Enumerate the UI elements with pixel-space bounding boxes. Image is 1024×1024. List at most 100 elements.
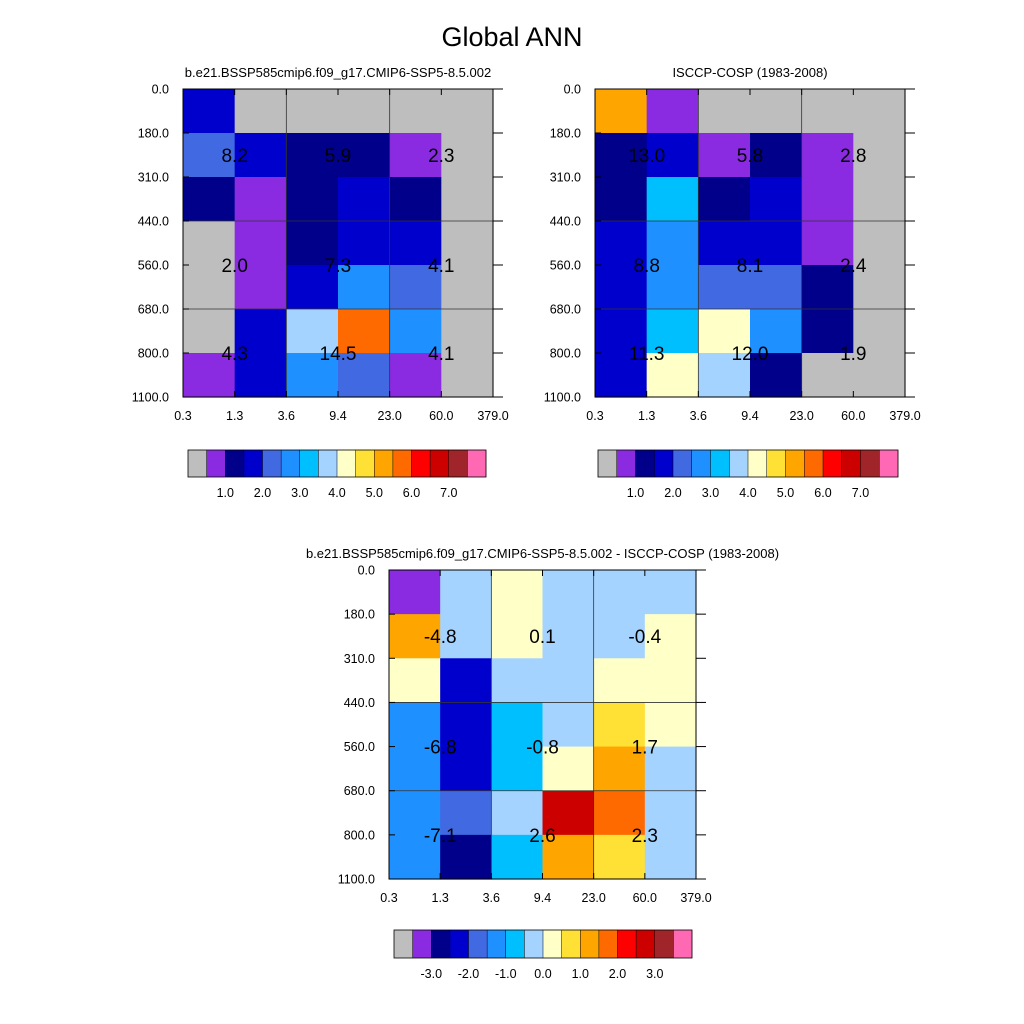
heatmap-cell [491, 834, 544, 880]
heatmap-cell [595, 309, 648, 354]
colorbar-swatch [617, 930, 637, 958]
heatmap-cell [542, 790, 595, 836]
colorbar-swatch [616, 450, 636, 477]
heatmap-cell [750, 89, 803, 134]
heatmap-cell [646, 133, 699, 178]
heatmap-cell [389, 614, 441, 659]
heatmap-cell [183, 133, 236, 178]
colorbar-swatch [598, 450, 618, 477]
heatmap-cell [491, 570, 544, 615]
panel-title: b.e21.BSSP585cmip6.f09_g17.CMIP6-SSP5-8.… [185, 65, 491, 80]
heatmap-cell [234, 133, 287, 178]
y-tick-label: 680.0 [344, 784, 375, 798]
heatmap-cell [853, 221, 906, 266]
heatmap-cell [646, 221, 699, 266]
heatmap-cell [698, 221, 751, 266]
heatmap-cell [646, 309, 699, 354]
x-tick-label: 60.0 [633, 891, 657, 905]
y-tick-label: 560.0 [550, 259, 581, 273]
heatmap-cell [646, 177, 699, 222]
heatmap-cell [286, 89, 339, 134]
heatmap-cell [389, 790, 441, 836]
y-tick-label: 1100.0 [338, 873, 375, 887]
heatmap-cell [542, 614, 595, 659]
colorbar-swatch [636, 930, 656, 958]
cell-value-label: 4.1 [428, 256, 454, 277]
cell-value-label: 8.8 [633, 256, 659, 277]
colorbar-label: 7.0 [852, 486, 869, 500]
x-tick-label: 379.0 [889, 409, 920, 423]
heatmap-cell [698, 353, 751, 398]
cell-value-label: 0.1 [529, 627, 555, 648]
heatmap-cell [801, 221, 854, 266]
heatmap-cell [389, 702, 441, 748]
colorbar-label: 3.0 [646, 967, 663, 981]
heatmap-cell [389, 570, 441, 615]
colorbar-swatch [710, 450, 730, 477]
heatmap-cell [698, 133, 751, 178]
heatmap-cell [646, 89, 699, 134]
heatmap-cell [441, 177, 494, 222]
colorbar-label: 7.0 [440, 486, 457, 500]
cell-value-label: 1.7 [632, 738, 658, 759]
colorbar-swatch [337, 450, 357, 477]
heatmap-cell [646, 265, 699, 310]
y-tick-label: 180.0 [344, 608, 375, 622]
cell-value-label: 2.0 [221, 256, 247, 277]
y-tick-label: 0.0 [564, 83, 581, 97]
colorbar-swatch [430, 450, 450, 477]
heatmap-cell [593, 614, 646, 659]
heatmap-cell [698, 265, 751, 310]
colorbar-swatch [281, 450, 301, 477]
cell-value-label: 1.9 [840, 344, 866, 365]
x-tick-label: 9.4 [741, 409, 758, 423]
colorbar-swatch [262, 450, 282, 477]
y-tick-label: 180.0 [138, 127, 169, 141]
colorbar-label: 6.0 [403, 486, 420, 500]
colorbar-swatch [412, 930, 432, 958]
heatmap-cell [441, 89, 494, 134]
heatmap-cell [801, 309, 854, 354]
colorbar-swatch [524, 930, 544, 958]
heatmap-cell [593, 746, 646, 792]
heatmap-cell [389, 746, 441, 792]
colorbar-swatch [635, 450, 655, 477]
colorbar-label: -3.0 [421, 967, 443, 981]
heatmap-cell [698, 309, 751, 354]
colorbar-label: 1.0 [627, 486, 644, 500]
x-tick-label: 23.0 [790, 409, 814, 423]
heatmap-cell [853, 309, 906, 354]
colorbar-swatch [206, 450, 226, 477]
colorbar-swatch [654, 450, 674, 477]
heatmap-cell [338, 353, 391, 398]
heatmap-cell [183, 177, 236, 222]
heatmap-cell [338, 133, 391, 178]
x-tick-label: 23.0 [378, 409, 402, 423]
heatmap-cell [389, 221, 442, 266]
heatmap-cell [389, 133, 442, 178]
x-tick-label: 1.3 [638, 409, 655, 423]
heatmap-cell [542, 746, 595, 792]
heatmap-cell [286, 221, 339, 266]
heatmap-panel-observation: ISCCP-COSP (1983-2008) 0.3 1.3 3.6 9.4 23.0 60… [544, 65, 921, 500]
colorbar-swatch [673, 930, 693, 958]
heatmap-cell [286, 309, 339, 354]
panel-title: b.e21.BSSP585cmip6.f09_g17.CMIP6-SSP5-8.… [306, 546, 779, 561]
heatmap-cell [593, 790, 646, 836]
cell-value-label: 5.8 [737, 146, 763, 167]
colorbar-label: -2.0 [458, 967, 480, 981]
heatmap-cell [853, 353, 906, 398]
heatmap-cell [853, 89, 906, 134]
panel-title: ISCCP-COSP (1983-2008) [672, 65, 827, 80]
colorbar-swatch [394, 930, 414, 958]
y-tick-label: 310.0 [344, 652, 375, 666]
heatmap-cell [338, 221, 391, 266]
heatmap-cell [389, 309, 442, 354]
colorbar-label: 3.0 [702, 486, 719, 500]
heatmap-cell [234, 221, 287, 266]
heatmap-cell [441, 309, 494, 354]
heatmap-cell [441, 265, 494, 310]
colorbar-swatch [243, 450, 263, 477]
cell-value-label: -7.1 [424, 826, 457, 847]
heatmap-cell [440, 658, 492, 704]
